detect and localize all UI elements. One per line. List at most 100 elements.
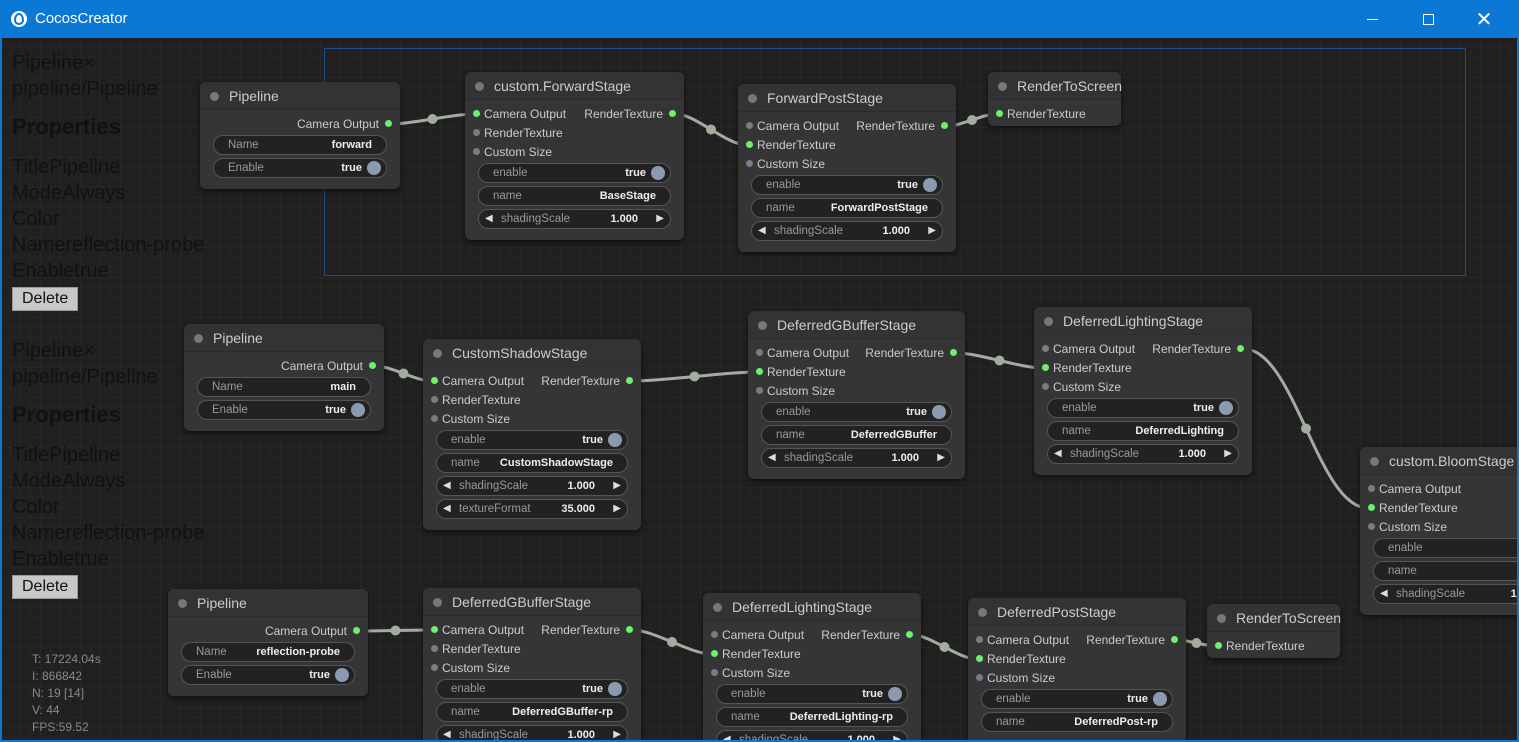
decrement-arrow-icon[interactable]: ◀ [443, 503, 451, 514]
input-slot-camera-output[interactable]: Camera Output [1042, 341, 1135, 357]
widget-name[interactable]: name ForwardPostStage [751, 198, 943, 218]
node-pipeline[interactable]: Pipeline Camera Output Name reflection-prob… [168, 589, 368, 696]
node-title[interactable]: custom.ForwardStage [465, 72, 684, 100]
widget-shadingscale[interactable]: ◀ shadingScale 1.000 ▶ [436, 725, 628, 740]
slot-connector-icon[interactable] [711, 669, 718, 676]
toggle-knob-icon[interactable] [367, 161, 381, 175]
node-collapse-dot[interactable] [178, 599, 187, 608]
link-center-handle[interactable] [939, 642, 950, 652]
input-slot-rendertexture[interactable]: RenderTexture [1042, 360, 1132, 376]
node-deferredgbufferstage[interactable]: DeferredGBufferStage Camera Output RenderT… [748, 311, 965, 479]
node-title[interactable]: DeferredLightingStage [1034, 307, 1252, 335]
slot-connector-icon[interactable] [385, 120, 392, 127]
node-title[interactable]: DeferredGBufferStage [748, 311, 965, 339]
node-collapse-dot[interactable] [475, 82, 484, 91]
link-center-handle[interactable] [1301, 423, 1311, 434]
widget-enable[interactable]: enable [1373, 538, 1517, 558]
slot-connector-icon[interactable] [431, 664, 438, 671]
slot-connector-icon[interactable] [1171, 636, 1178, 643]
slot-connector-icon[interactable] [756, 349, 763, 356]
input-slot-custom-size[interactable]: Custom Size [431, 660, 510, 676]
widget-enable[interactable]: enable true [436, 430, 628, 450]
slot-connector-icon[interactable] [906, 631, 913, 638]
slot-connector-icon[interactable] [711, 650, 718, 657]
widget-name[interactable]: name DeferredLighting [1047, 421, 1239, 441]
slot-connector-icon[interactable] [941, 122, 948, 129]
slot-connector-icon[interactable] [976, 655, 983, 662]
widget-enable[interactable]: Enable true [181, 665, 355, 685]
widget-enable[interactable]: enable true [716, 684, 908, 704]
toggle-knob-icon[interactable] [932, 405, 946, 419]
widget-enable[interactable]: enable true [478, 163, 671, 183]
slot-connector-icon[interactable] [431, 396, 438, 403]
widget-enable[interactable]: Enable true [197, 400, 371, 420]
link-center-handle[interactable] [390, 625, 401, 636]
widget-textureformat[interactable]: ◀ textureFormat 35.000 ▶ [436, 499, 628, 519]
node-deferredgbufferstage[interactable]: DeferredGBufferStage Camera Output RenderT… [423, 588, 641, 740]
widget-enable[interactable]: enable true [761, 402, 952, 422]
link-center-handle[interactable] [1191, 638, 1202, 648]
input-slot-rendertexture[interactable]: RenderTexture [431, 641, 521, 657]
output-slot-rendertexture[interactable]: RenderTexture [856, 118, 948, 134]
link-center-handle[interactable] [667, 637, 677, 647]
node-title[interactable]: Pipeline [184, 324, 384, 352]
input-slot-camera-output[interactable]: Camera Output [756, 345, 849, 361]
toggle-knob-icon[interactable] [1153, 692, 1167, 706]
toggle-knob-icon[interactable] [351, 403, 365, 417]
node-collapse-dot[interactable] [1044, 317, 1053, 326]
node-title[interactable]: DeferredPostStage [968, 598, 1186, 626]
widget-enable[interactable]: enable true [981, 689, 1173, 709]
slot-connector-icon[interactable] [353, 627, 360, 634]
widget-shadingscale[interactable]: ◀ shadingScale 1.000 ▶ [716, 730, 908, 742]
node-collapse-dot[interactable] [210, 92, 219, 101]
slot-connector-icon[interactable] [473, 110, 480, 117]
toggle-knob-icon[interactable] [335, 668, 349, 682]
node-custom-bloomstage[interactable]: custom.BloomStage Camera Output RenderText… [1360, 447, 1517, 615]
input-slot-camera-output[interactable]: Camera Output [431, 622, 524, 638]
slot-connector-icon[interactable] [1215, 642, 1222, 649]
input-slot-camera-output[interactable]: Camera Output [431, 373, 524, 389]
input-slot-custom-size[interactable]: Custom Size [473, 144, 552, 160]
input-slot-camera-output[interactable]: Camera Output [1368, 481, 1461, 497]
panel-tab[interactable]: Pipeline× [12, 52, 95, 74]
output-slot-camera-output[interactable]: Camera Output [265, 623, 360, 639]
widget-name[interactable]: name DeferredGBuffer-rp [436, 702, 628, 722]
slot-connector-icon[interactable] [473, 129, 480, 136]
increment-arrow-icon[interactable]: ▶ [928, 225, 936, 236]
slot-connector-icon[interactable] [1368, 485, 1375, 492]
widget-enable[interactable]: enable true [751, 175, 943, 195]
input-slot-rendertexture[interactable]: RenderTexture [756, 364, 846, 380]
widget-enable[interactable]: enable true [436, 679, 628, 699]
decrement-arrow-icon[interactable]: ◀ [485, 213, 493, 224]
widget-shadingscale[interactable]: ◀ shadingScale 1.000 ▶ [478, 209, 671, 229]
input-slot-custom-size[interactable]: Custom Size [756, 383, 835, 399]
input-slot-custom-size[interactable]: Custom Size [746, 156, 825, 172]
widget-name[interactable]: name DeferredPost-rp [981, 712, 1173, 732]
link-center-handle[interactable] [967, 115, 977, 125]
input-slot-rendertexture[interactable]: RenderTexture [976, 651, 1066, 667]
increment-arrow-icon[interactable]: ▶ [893, 734, 901, 742]
widget-name[interactable]: name DeferredGBuffer [761, 425, 952, 445]
input-slot-camera-output[interactable]: Camera Output [746, 118, 839, 134]
slot-connector-icon[interactable] [756, 387, 763, 394]
toggle-knob-icon[interactable] [923, 178, 937, 192]
node-rendertoscreen[interactable]: RenderToScreen RenderTexture [988, 72, 1122, 126]
input-slot-custom-size[interactable]: Custom Size [431, 411, 510, 427]
slot-connector-icon[interactable] [431, 626, 438, 633]
slot-connector-icon[interactable] [976, 636, 983, 643]
slot-connector-icon[interactable] [669, 110, 676, 117]
widget-shadingscale[interactable]: ◀ shadingScale 1.000 ▶ [761, 448, 952, 468]
input-slot-camera-output[interactable]: Camera Output [711, 627, 804, 643]
widget-shadingscale[interactable]: ◀ shadingScale 1.000 ▶ [1047, 444, 1239, 464]
node-title[interactable]: Pipeline [200, 82, 400, 110]
node-title[interactable]: DeferredGBufferStage [423, 588, 641, 616]
slot-connector-icon[interactable] [1368, 504, 1375, 511]
slot-connector-icon[interactable] [431, 377, 438, 384]
output-slot-rendertexture[interactable]: RenderTexture [541, 622, 633, 638]
widget-enable[interactable]: Enable true [213, 158, 387, 178]
input-slot-rendertexture[interactable]: RenderTexture [1215, 638, 1305, 654]
decrement-arrow-icon[interactable]: ◀ [723, 734, 731, 742]
output-slot-camera-output[interactable]: Camera Output [281, 358, 376, 374]
minimize-button[interactable] [1344, 0, 1400, 38]
input-slot-camera-output[interactable]: Camera Output [976, 632, 1069, 648]
